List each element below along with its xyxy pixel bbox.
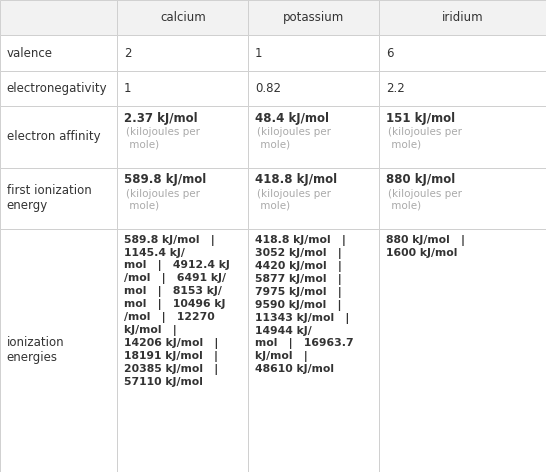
Text: 2.2: 2.2 [386, 82, 405, 95]
Bar [0, 168, 117, 229]
Text: 589.8 kJ/mol   |
1145.4 kJ/
mol   |   4912.4 kJ
/mol   |   6491 kJ/
mol   |   81: 589.8 kJ/mol | 1145.4 kJ/ mol | 4912.4 k… [124, 235, 230, 387]
Bar [379, 71, 546, 106]
Bar [0, 229, 117, 472]
Text: 2: 2 [124, 47, 132, 59]
Text: (kilojoules per
 mole): (kilojoules per mole) [126, 189, 200, 211]
Text: (kilojoules per
 mole): (kilojoules per mole) [388, 127, 462, 149]
Bar [379, 0, 546, 35]
Text: (kilojoules per
 mole): (kilojoules per mole) [388, 189, 462, 211]
Text: 418.8 kJ/mol   |
3052 kJ/mol   |
4420 kJ/mol   |
5877 kJ/mol   |
7975 kJ/mol   |: 418.8 kJ/mol | 3052 kJ/mol | 4420 kJ/mol… [255, 235, 354, 373]
Text: first ionization
energy: first ionization energy [7, 184, 91, 212]
Bar [248, 168, 379, 229]
Text: electronegativity: electronegativity [7, 82, 107, 95]
Text: 880 kJ/mol: 880 kJ/mol [386, 173, 455, 186]
Text: 2.37 kJ/mol: 2.37 kJ/mol [124, 112, 198, 125]
Bar [117, 168, 248, 229]
Bar [0, 35, 117, 71]
Bar [248, 35, 379, 71]
Bar [248, 0, 379, 35]
Text: 589.8 kJ/mol: 589.8 kJ/mol [124, 173, 206, 186]
Text: 1: 1 [124, 82, 132, 95]
Bar [379, 106, 546, 168]
Text: 880 kJ/mol   |
1600 kJ/mol: 880 kJ/mol | 1600 kJ/mol [386, 235, 465, 258]
Bar [117, 106, 248, 168]
Text: 1: 1 [255, 47, 263, 59]
Text: ionization
energies: ionization energies [7, 337, 64, 364]
Bar [248, 106, 379, 168]
Text: iridium: iridium [442, 11, 484, 24]
Bar [117, 229, 248, 472]
Text: (kilojoules per
 mole): (kilojoules per mole) [126, 127, 200, 149]
Bar [0, 71, 117, 106]
Bar [248, 229, 379, 472]
Text: (kilojoules per
 mole): (kilojoules per mole) [257, 189, 331, 211]
Text: potassium: potassium [283, 11, 345, 24]
Bar [117, 35, 248, 71]
Text: 48.4 kJ/mol: 48.4 kJ/mol [255, 112, 329, 125]
Bar [117, 0, 248, 35]
Bar [117, 71, 248, 106]
Bar [379, 229, 546, 472]
Text: 0.82: 0.82 [255, 82, 281, 95]
Text: 418.8 kJ/mol: 418.8 kJ/mol [255, 173, 337, 186]
Bar [248, 71, 379, 106]
Text: 151 kJ/mol: 151 kJ/mol [386, 112, 455, 125]
Bar [379, 35, 546, 71]
Text: (kilojoules per
 mole): (kilojoules per mole) [257, 127, 331, 149]
Bar [0, 106, 117, 168]
Text: valence: valence [7, 47, 52, 59]
Text: electron affinity: electron affinity [7, 130, 100, 143]
Text: calcium: calcium [160, 11, 206, 24]
Bar [0, 0, 117, 35]
Text: 6: 6 [386, 47, 394, 59]
Bar [379, 168, 546, 229]
